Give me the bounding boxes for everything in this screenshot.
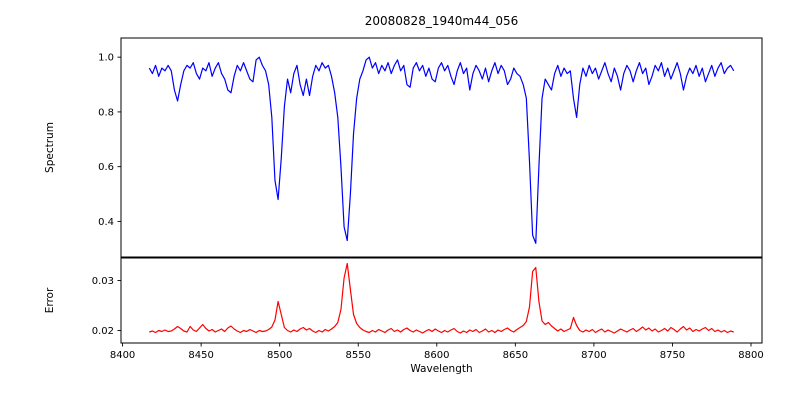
error-y-tick-label: 0.03 <box>92 276 114 287</box>
x-tick-label: 8500 <box>267 350 292 361</box>
x-tick-label: 8600 <box>424 350 449 361</box>
plot-content: 1.0 0.8 0.6 0.4 0.03 0.02 8400 8450 8500 8550 8600… <box>92 37 764 361</box>
spectrum-line <box>148 56 735 244</box>
x-tick-label: 8800 <box>738 350 763 361</box>
x-tick-label: 8400 <box>110 350 135 361</box>
error-y-tick-label: 0.02 <box>92 326 114 337</box>
x-tick-label: 8750 <box>660 350 685 361</box>
spectrum-border <box>120 37 763 258</box>
spectrum-y-tick-label: 0.8 <box>98 107 114 118</box>
error-line <box>149 262 734 334</box>
spectrum-y-tick-label: 0.4 <box>98 217 114 228</box>
figure-title: 20080828_1940m44_056 <box>365 14 518 28</box>
x-tick-label: 8450 <box>188 350 213 361</box>
x-tick-label: 8650 <box>503 350 528 361</box>
x-axis-label: Wavelength <box>410 363 472 375</box>
spectrum-y-tick-label: 0.6 <box>98 162 114 173</box>
y-axis-label-spectrum: Spectrum <box>44 122 56 173</box>
error-border <box>120 257 763 344</box>
spectrum-y-tick-label: 1.0 <box>98 53 114 64</box>
x-tick-label: 8550 <box>346 350 371 361</box>
y-axis-label-error: Error <box>44 287 56 313</box>
x-tick-label: 8700 <box>581 350 606 361</box>
